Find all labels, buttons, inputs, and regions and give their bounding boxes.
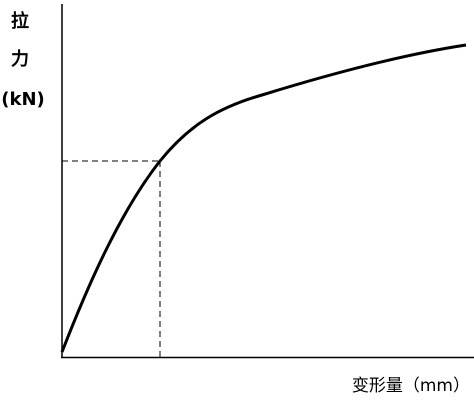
y-axis-label-line: 拉 xyxy=(11,10,29,32)
y-axis-label-line: (kN) xyxy=(1,89,45,110)
x-axis-label: 变形量（mm） xyxy=(352,376,470,396)
load-deformation-curve xyxy=(60,43,467,353)
y-axis-label-line: 力 xyxy=(11,49,29,70)
